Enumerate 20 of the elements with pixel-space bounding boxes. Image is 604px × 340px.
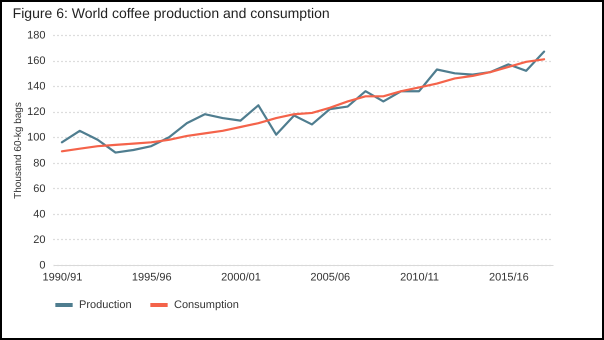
y-tick-label: 160 [27,55,46,68]
y-tick-label: 80 [33,157,46,170]
x-tick-label: 1990/91 [42,272,82,284]
legend-label: Consumption [174,299,239,311]
y-tick-label: 0 [39,260,46,272]
legend-label: Production [79,299,132,311]
y-tick-label: 180 [27,30,46,42]
y-axis-title: Thousand 60-kg bags [13,102,24,199]
x-tick-label: 2010/11 [400,272,440,284]
y-tick-label: 20 [33,234,46,246]
y-tick-label: 120 [27,106,46,118]
x-tick-label: 2015/16 [488,272,529,284]
x-tick-label: 2000/01 [221,272,261,284]
y-tick-label: 40 [33,208,46,220]
y-tick-label: 100 [27,132,46,144]
chart-title: Figure 6: World coffee production and consumption [12,5,330,21]
y-tick-label: 60 [33,182,46,195]
x-tick-label: 1995/96 [132,272,172,284]
x-tick-label: 2005/06 [310,272,350,284]
y-tick-label: 140 [27,80,46,93]
